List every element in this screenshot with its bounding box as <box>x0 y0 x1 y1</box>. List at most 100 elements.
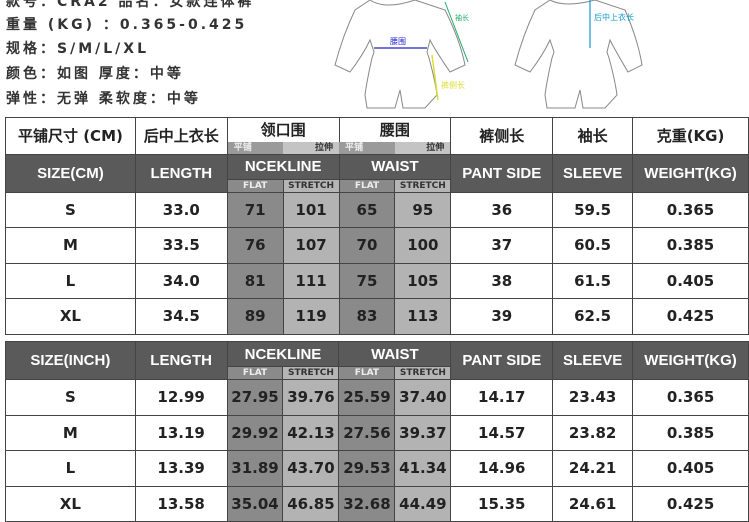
cell-size: XL <box>5 298 136 335</box>
header-neckline: NCEKLINE <box>226 153 340 179</box>
sub-waist-flat: FLAT <box>338 178 396 193</box>
cell-sleeve: 23.82 <box>552 414 634 451</box>
cell-length: 12.99 <box>134 379 228 416</box>
cell-waist-flat: 70 <box>338 227 396 264</box>
cell-waist-stretch: 44.49 <box>394 485 452 522</box>
sub-neck-stretch: STRETCH <box>282 178 340 193</box>
cell-neck-flat: 71 <box>226 191 284 228</box>
inch-sub-waist-flat: FLAT <box>338 366 396 380</box>
cell-length: 33.5 <box>134 227 228 264</box>
cell-sleeve: 24.61 <box>552 485 634 522</box>
cell-pant-side: 36 <box>450 191 554 228</box>
cell-pant-side: 14.17 <box>450 379 554 416</box>
cell-length: 34.0 <box>134 262 228 299</box>
cell-neck-flat: 29.92 <box>226 414 284 451</box>
back-length-label: 后中上衣长 <box>594 12 634 22</box>
sub-cn-waist-flat: 平铺 <box>339 141 395 154</box>
inch-header-pant-side: PANT SIDE <box>450 341 554 380</box>
cell-weight: 0.385 <box>632 227 749 264</box>
header-waist: WAIST <box>338 153 452 179</box>
cell-weight: 0.405 <box>632 262 749 299</box>
table-row: S 12.99 27.95 39.76 25.59 37.40 14.17 23.43 0.36… <box>5 379 749 416</box>
cell-size: L <box>5 262 136 299</box>
sub-cn-waist-stretch: 拉伸 <box>394 141 451 154</box>
cell-sleeve: 24.21 <box>552 450 634 487</box>
header-cn-pant-side: 裤侧长 <box>450 117 554 155</box>
cell-waist-stretch: 113 <box>394 298 452 335</box>
cell-waist-stretch: 41.34 <box>394 450 452 487</box>
inch-sub-neck-flat: FLAT <box>226 366 284 380</box>
inch-header-weight: WEIGHT(KG) <box>632 341 749 380</box>
cell-waist-flat: 65 <box>338 191 396 228</box>
cell-weight: 0.425 <box>632 298 749 335</box>
inch-header-length: LENGTH <box>134 341 228 380</box>
cell-size: S <box>5 379 136 416</box>
cell-size: M <box>5 227 136 264</box>
cell-weight: 0.425 <box>632 485 749 522</box>
pant-side-label: 裤侧长 <box>441 80 465 90</box>
cell-sleeve: 62.5 <box>552 298 634 335</box>
cell-neck-stretch: 43.70 <box>282 450 340 487</box>
cell-weight: 0.365 <box>632 379 749 416</box>
cell-neck-stretch: 111 <box>282 262 340 299</box>
header-cn-neckline: 领口围 <box>226 117 340 142</box>
cell-neck-stretch: 107 <box>282 227 340 264</box>
cell-waist-stretch: 95 <box>394 191 452 228</box>
cell-pant-side: 37 <box>450 227 554 264</box>
cell-waist-stretch: 37.40 <box>394 379 452 416</box>
cell-size: S <box>5 191 136 228</box>
header-weight: WEIGHT(KG) <box>632 153 749 193</box>
inch-header-neckline: NCEKLINE <box>226 341 340 367</box>
inch-header-size: SIZE(INCH) <box>5 341 136 380</box>
cell-size: M <box>5 414 136 451</box>
cell-length: 34.5 <box>134 298 228 335</box>
table-row: L 34.0 81 111 75 105 38 61.5 0.405 <box>5 262 749 299</box>
sleeve-label: 袖长 <box>455 13 469 22</box>
cell-pant-side: 15.35 <box>450 485 554 522</box>
sub-cn-neck-flat: 平铺 <box>227 141 284 154</box>
header-cn-sleeve: 袖长 <box>552 117 634 155</box>
cell-neck-flat: 76 <box>226 227 284 264</box>
cell-neck-stretch: 46.85 <box>282 485 340 522</box>
header-size: SIZE(CM) <box>5 153 136 193</box>
table-row: M 13.19 29.92 42.13 27.56 39.37 14.57 23.82 0.38… <box>5 414 749 451</box>
header-sleeve: SLEEVE <box>552 153 634 193</box>
spec-color-thickness: 颜色：如图 厚度：中等 <box>6 66 184 82</box>
cell-sleeve: 60.5 <box>552 227 634 264</box>
cell-pant-side: 14.57 <box>450 414 554 451</box>
inch-sub-neck-stretch: STRETCH <box>282 366 340 380</box>
table-row: XL 34.5 89 119 83 113 39 62.5 0.425 <box>5 298 749 335</box>
header-length: LENGTH <box>134 153 228 193</box>
inch-header-waist: WAIST <box>338 341 452 367</box>
spec-sizes: 规格：S/M/L/XL <box>6 41 149 57</box>
cell-waist-flat: 29.53 <box>338 450 396 487</box>
cell-weight: 0.365 <box>632 191 749 228</box>
cell-neck-stretch: 42.13 <box>282 414 340 451</box>
cell-length: 33.0 <box>134 191 228 228</box>
cell-neck-flat: 35.04 <box>226 485 284 522</box>
spec-elastic-softness: 弹性：无弹 柔软度：中等 <box>6 91 201 107</box>
cell-length: 13.19 <box>134 414 228 451</box>
spec-style-name: 款号：CRA2 品名：女款连体裤 <box>6 0 255 10</box>
sub-neck-flat: FLAT <box>226 178 284 193</box>
cell-waist-flat: 75 <box>338 262 396 299</box>
sub-cn-neck-stretch: 拉伸 <box>283 141 340 154</box>
header-cn-waist: 腰围 <box>338 117 452 142</box>
inch-header-sleeve: SLEEVE <box>552 341 634 380</box>
header-cn-size: 平铺尺寸 (CM) <box>5 117 136 155</box>
cell-sleeve: 23.43 <box>552 379 634 416</box>
waist-label: 腰围 <box>390 37 406 46</box>
cell-neck-flat: 27.95 <box>226 379 284 416</box>
cell-size: L <box>5 450 136 487</box>
cell-waist-stretch: 39.37 <box>394 414 452 451</box>
sub-waist-stretch: STRETCH <box>394 178 452 193</box>
cell-pant-side: 14.96 <box>450 450 554 487</box>
cell-neck-stretch: 119 <box>282 298 340 335</box>
cell-sleeve: 61.5 <box>552 262 634 299</box>
cell-pant-side: 38 <box>450 262 554 299</box>
size-table-inch: SIZE(INCH) LENGTH NCEKLINE WAIST PANT SI… <box>5 341 749 522</box>
size-table-cm: 平铺尺寸 (CM) 后中上衣长 领口围 腰围 裤侧长 袖长 克重(KG) 平铺 … <box>5 117 749 335</box>
header-cn-length: 后中上衣长 <box>134 117 228 155</box>
garment-back-illustration: 后中上衣长 <box>514 0 643 109</box>
garment-front-illustration: 腰围 袖长 裤侧长 <box>334 0 469 109</box>
